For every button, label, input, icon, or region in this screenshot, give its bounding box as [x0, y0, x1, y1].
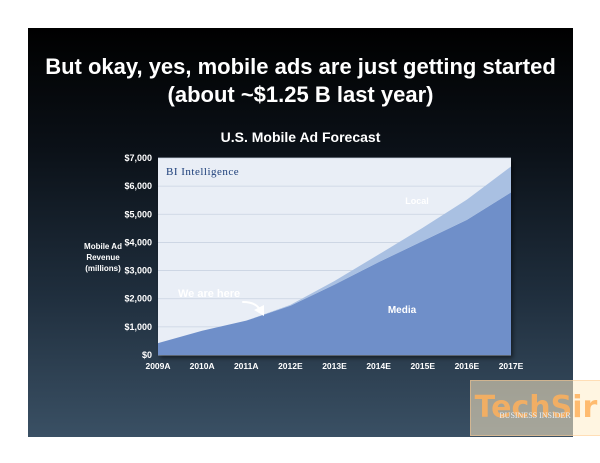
- slide-headline: But okay, yes, mobile ads are just getti…: [28, 53, 573, 109]
- x-tick-label: 2016E: [455, 361, 480, 371]
- chart-title: U.S. Mobile Ad Forecast: [220, 129, 381, 145]
- techsir-watermark: TechSir: [470, 380, 600, 436]
- y-tick-label: $2,000: [124, 294, 152, 304]
- y-tick-label: $3,000: [124, 266, 152, 276]
- x-tick-label: 2013E: [322, 361, 347, 371]
- series-label-media: Media: [388, 305, 417, 316]
- y-axis-label: Mobile Ad Revenue (millions): [74, 241, 132, 274]
- y-tick-label: $4,000: [124, 237, 152, 247]
- y-axis-label-line: (millions): [85, 264, 121, 273]
- y-axis-ticks: $0 $1,000 $2,000 $3,000 $4,000 $5,000 $6,000 $7…: [124, 153, 152, 360]
- y-tick-label: $7,000: [124, 153, 152, 163]
- area-series-media: [158, 192, 511, 355]
- y-axis-label-line: Mobile Ad: [84, 242, 122, 251]
- x-tick-label: 2015E: [410, 361, 435, 371]
- slide: But okay, yes, mobile ads are just getti…: [28, 28, 573, 437]
- headline-line-2: (about ~$1.25 B last year): [167, 82, 434, 107]
- x-tick-label: 2011A: [234, 361, 259, 371]
- y-tick-label: $0: [142, 350, 152, 360]
- business-insider-logo: BUSINESS INSIDER: [499, 411, 571, 420]
- area-chart: $0 $1,000 $2,000 $3,000 $4,000 $5,000 $6,000 $7…: [124, 153, 523, 371]
- y-tick-label: $5,000: [124, 209, 152, 219]
- annotation-we-are-here: We are here: [178, 288, 240, 300]
- series-areas: [158, 166, 511, 355]
- x-tick-label: 2014E: [366, 361, 391, 371]
- x-axis-ticks: 2009A 2010A 2011A 2012E 2013E 2014E 2015E 2016E…: [145, 361, 523, 371]
- y-axis-label-line: Revenue: [86, 253, 120, 262]
- x-tick-label: 2017E: [499, 361, 524, 371]
- y-tick-label: $6,000: [124, 181, 152, 191]
- x-tick-label: 2009A: [145, 361, 170, 371]
- x-tick-label: 2012E: [278, 361, 303, 371]
- x-tick-label: 2010A: [190, 361, 215, 371]
- y-tick-label: $1,000: [124, 322, 152, 332]
- headline-line-1: But okay, yes, mobile ads are just getti…: [45, 54, 556, 79]
- bi-intelligence-label: BI Intelligence: [166, 166, 239, 178]
- annotation-arrowhead: [254, 305, 264, 316]
- series-label-local: Local: [405, 196, 429, 206]
